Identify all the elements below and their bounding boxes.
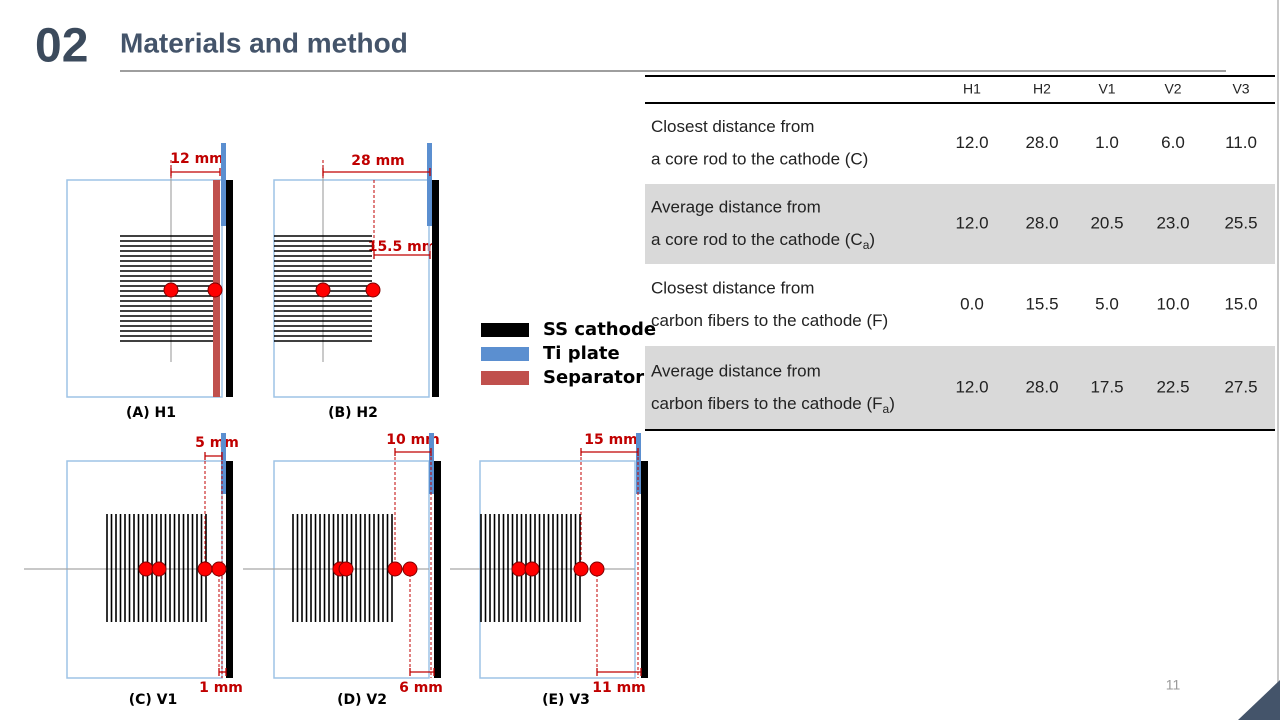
measurement-point	[524, 561, 540, 577]
dimension-label: 5 mm	[195, 435, 239, 451]
row-label-end: )	[889, 394, 895, 413]
table-cell: 28.0	[1025, 213, 1058, 232]
dimension-label: 11 mm	[592, 680, 646, 696]
legend-label: SS cathode	[543, 319, 656, 340]
dimension-label: 12 mm	[170, 151, 224, 167]
measurement-point	[151, 561, 167, 577]
table-cell: 11.0	[1225, 133, 1257, 152]
row-label-text: carbon fibers to the cathode (F)	[651, 311, 888, 330]
row-label: Average distance from	[651, 197, 821, 216]
measurement-point	[197, 561, 213, 577]
row-label-text: carbon fibers to the cathode (F	[651, 394, 883, 413]
legend-swatch	[481, 371, 529, 385]
panel-caption: (D) V2	[337, 692, 387, 708]
table-cell: 10.0	[1156, 294, 1189, 313]
row-label: a core rod to the cathode (C)	[651, 150, 868, 169]
dimension-label: 15.5 mm	[368, 239, 437, 255]
ss-cathode	[226, 461, 233, 678]
ti-plate	[221, 433, 226, 494]
legend-swatch	[481, 347, 529, 361]
legend-label: Ti plate	[543, 343, 620, 364]
table-cell: 15.5	[1025, 294, 1058, 313]
measurement-point	[402, 561, 418, 577]
table-cell: 22.5	[1156, 377, 1189, 396]
dimension-label: 10 mm	[386, 432, 440, 448]
table-cell: 12.0	[955, 213, 988, 232]
table-cell: 23.0	[1156, 213, 1189, 232]
column-header: V3	[1232, 81, 1249, 97]
row-label: Average distance from	[651, 361, 821, 380]
row-label: carbon fibers to the cathode (Fa)	[651, 394, 895, 416]
ss-cathode	[641, 461, 648, 678]
row-label-subscript: a	[863, 238, 870, 252]
table-cell: 1.0	[1095, 133, 1119, 152]
measurement-point	[365, 282, 381, 298]
measurement-point	[511, 561, 527, 577]
measurement-point	[138, 561, 154, 577]
table-cell: 27.5	[1224, 377, 1257, 396]
corner-decoration	[1238, 680, 1280, 720]
table-row-shade	[645, 346, 1275, 430]
measurement-point	[589, 561, 605, 577]
measurement-point	[163, 282, 179, 298]
reactor-outline	[273, 179, 430, 398]
column-header: V1	[1098, 81, 1115, 97]
measurement-point	[211, 561, 227, 577]
table-cell: 5.0	[1095, 294, 1119, 313]
ti-plate	[427, 143, 432, 226]
table-row-shade	[645, 184, 1275, 264]
table-cell: 0.0	[960, 294, 984, 313]
dimension-label: 28 mm	[351, 153, 405, 169]
ss-cathode	[434, 461, 441, 678]
column-header: H1	[963, 81, 981, 97]
measurement-point	[315, 282, 331, 298]
table-cell: 12.0	[955, 377, 988, 396]
row-label: carbon fibers to the cathode (F)	[651, 311, 888, 330]
table-cell: 6.0	[1161, 133, 1185, 152]
row-label: a core rod to the cathode (Ca)	[651, 230, 875, 252]
table-cell: 12.0	[955, 133, 988, 152]
measurement-point	[387, 561, 403, 577]
dimension-label: 6 mm	[399, 680, 443, 696]
table-cell: 28.0	[1025, 377, 1058, 396]
table-cell: 25.5	[1224, 213, 1257, 232]
panel-caption: (E) V3	[542, 692, 590, 708]
ti-plate	[221, 143, 226, 226]
column-header: V2	[1164, 81, 1181, 97]
measurement-point	[573, 561, 589, 577]
row-label-text: a core rod to the cathode (C	[651, 230, 863, 249]
row-label-subscript: a	[883, 402, 890, 416]
dimension-label: 1 mm	[199, 680, 243, 696]
measurement-point	[338, 561, 354, 577]
row-label: Closest distance from	[651, 278, 814, 297]
table-cell: 28.0	[1025, 133, 1058, 152]
table-cell: 17.5	[1090, 377, 1123, 396]
table-cell: 20.5	[1090, 213, 1123, 232]
legend-label: Separator	[543, 367, 644, 388]
legend-swatch	[481, 323, 529, 337]
page-number: 11	[1166, 677, 1181, 693]
panel-caption: (C) V1	[129, 692, 178, 708]
dimension-label: 15 mm	[584, 432, 638, 448]
section-number: 02	[35, 20, 88, 73]
row-label-end: )	[869, 230, 875, 249]
slide-title: Materials and method	[120, 27, 408, 58]
panel-caption: (A) H1	[126, 405, 176, 421]
ss-cathode	[226, 180, 233, 397]
table-cell: 15.0	[1224, 294, 1257, 313]
row-label: Closest distance from	[651, 117, 814, 136]
column-header: H2	[1033, 81, 1051, 97]
panel-caption: (B) H2	[328, 405, 378, 421]
row-label-text: a core rod to the cathode (C)	[651, 150, 868, 169]
measurement-point	[207, 282, 223, 298]
ss-cathode	[432, 180, 439, 397]
